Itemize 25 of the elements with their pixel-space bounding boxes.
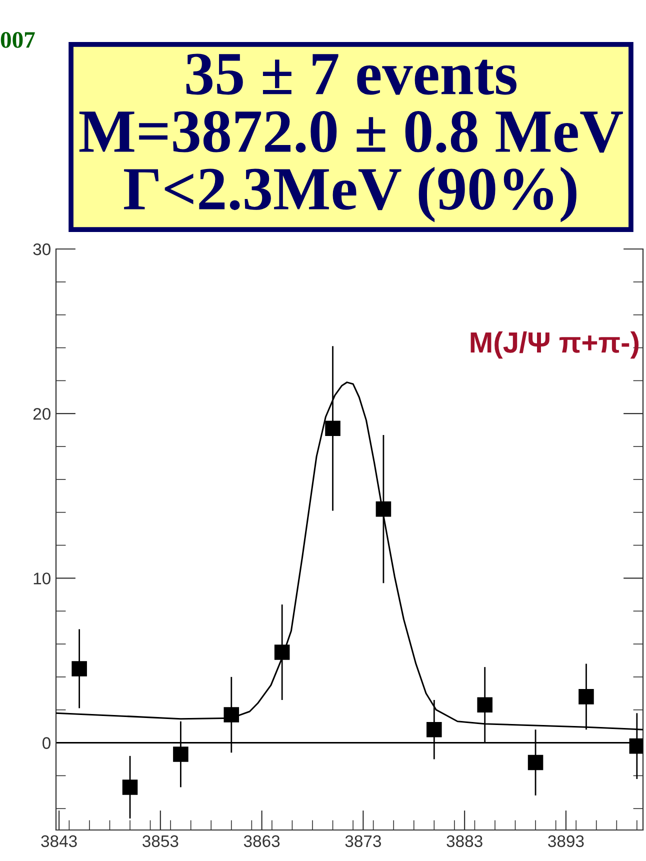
text: 35 ± 7 events M=3872.0 ± 0.8 MeV Γ<2.3MeV (90%): [79, 54, 623, 222]
point: [376, 501, 392, 517]
point: [72, 661, 87, 676]
point: [274, 644, 290, 660]
point: [325, 420, 340, 436]
y-tick-label: 20: [33, 408, 50, 420]
y-tick-label: 10: [34, 572, 50, 584]
x-tick-label: 3843: [41, 835, 77, 848]
text: 007: [0, 32, 35, 48]
point: [426, 722, 442, 738]
x-tick-label: 3883: [446, 835, 482, 848]
point: [578, 689, 594, 704]
point: [629, 738, 643, 754]
point: [173, 746, 188, 762]
x-tick-label: 3873: [345, 835, 381, 848]
point: [224, 707, 240, 722]
point: [528, 754, 544, 770]
x-tick-label: 3893: [548, 835, 584, 848]
point: [477, 697, 492, 713]
annotation: M(J/Ψ π+π-): [470, 331, 639, 359]
y-tick-label: 0: [42, 737, 50, 749]
x-tick-label: 3863: [244, 835, 280, 848]
point: [122, 780, 138, 795]
y-tick-label: 30: [33, 243, 50, 256]
x-tick-label: 3853: [142, 835, 178, 848]
